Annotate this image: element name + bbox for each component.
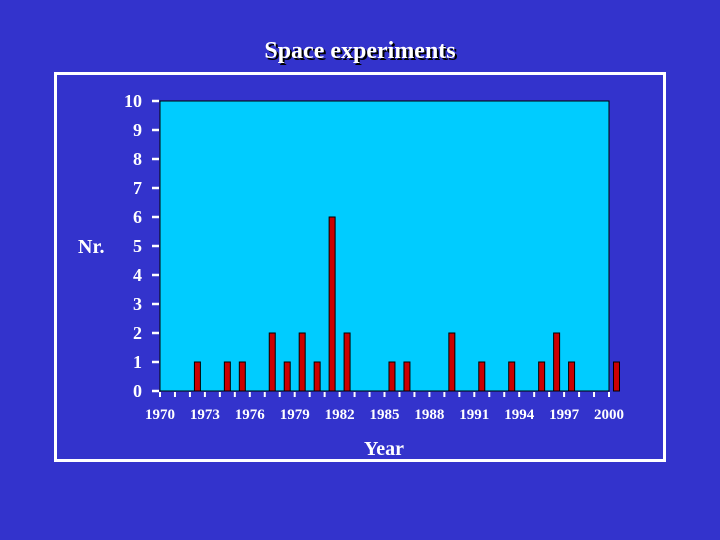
bar: [612, 361, 620, 392]
x-tick-label: 1997: [549, 407, 580, 423]
chart-frame: [54, 72, 666, 462]
plot-area: [159, 100, 610, 392]
bar: [268, 332, 276, 392]
x-tick-label: 1988: [414, 407, 444, 423]
y-tick-label: 0: [133, 381, 142, 401]
bars: [193, 216, 620, 392]
x-tick-label: 1970: [145, 407, 175, 423]
y-tick-label: 3: [133, 294, 142, 314]
y-tick-label: 10: [124, 91, 142, 111]
bar: [298, 332, 306, 392]
bar: [328, 216, 336, 392]
x-tick-label: 1991: [459, 407, 489, 423]
bar: [343, 332, 351, 392]
bar: [223, 361, 231, 392]
bar: [538, 361, 546, 392]
x-tick-labels: 1970 1973 1976 1979 1982 1985 1988 1991 1994 1997…: [145, 407, 624, 423]
chart-title: Space experiments: [264, 38, 456, 64]
y-tick-label: 1: [133, 352, 142, 372]
bar: [238, 361, 246, 392]
x-tick-label: 1979: [280, 407, 310, 423]
y-tick-labels: 0 1 2 3 4 5 6 7 8 9 10: [124, 91, 142, 401]
bar: [568, 361, 576, 392]
bar: [388, 361, 396, 392]
bar: [448, 332, 456, 392]
y-tick-label: 9: [133, 120, 142, 140]
bar: [193, 361, 201, 392]
bar: [283, 361, 291, 392]
y-tick-label: 2: [133, 323, 142, 343]
axes: [152, 99, 610, 397]
bar: [403, 361, 411, 392]
x-tick-label: 1976: [235, 407, 266, 423]
bar: [313, 361, 321, 392]
y-axis-label: Nr.: [78, 236, 104, 258]
y-tick-label: 7: [133, 178, 142, 198]
y-tick-label: 8: [133, 149, 142, 169]
bar: [553, 332, 561, 392]
x-tick-label: 1982: [325, 407, 355, 423]
bar: [508, 361, 516, 392]
bar: [478, 361, 486, 392]
x-tick-label: 2000: [594, 407, 624, 423]
x-tick-label: 1973: [190, 407, 220, 423]
y-tick-label: 6: [133, 207, 142, 227]
x-tick-label: 1985: [370, 407, 400, 423]
y-tick-label: 5: [133, 236, 142, 256]
y-tick-label: 4: [133, 265, 142, 285]
x-axis-label: Year: [364, 438, 404, 460]
x-tick-label: 1994: [504, 407, 535, 423]
